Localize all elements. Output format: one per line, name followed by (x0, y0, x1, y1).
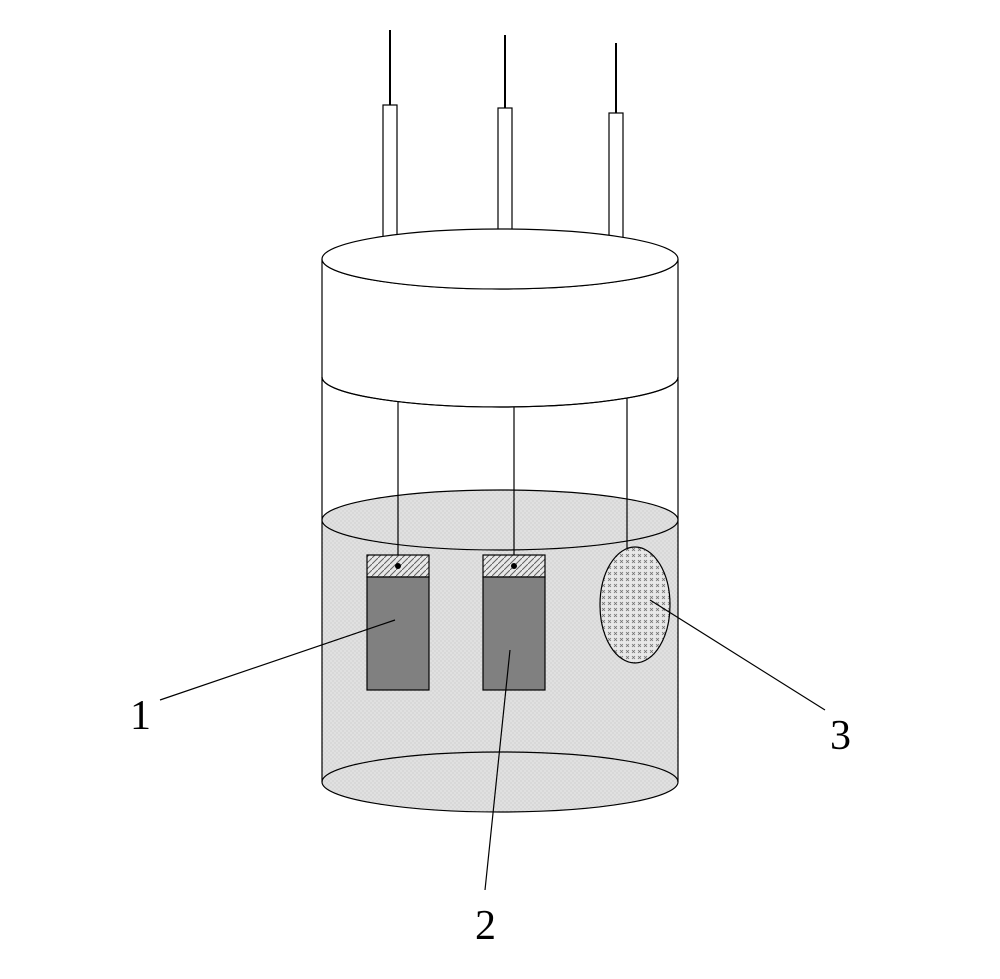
diagram-svg (0, 0, 1000, 974)
electrode-1 (367, 555, 429, 690)
container-lid (322, 229, 678, 407)
label-3: 3 (830, 712, 851, 760)
label-1: 1 (130, 692, 151, 740)
label-2: 2 (475, 902, 496, 950)
wire-group (383, 30, 623, 258)
electrode-2 (483, 555, 545, 690)
electrode-3 (600, 547, 670, 663)
electrochemical-cell-diagram: 1 2 3 (0, 0, 1000, 974)
